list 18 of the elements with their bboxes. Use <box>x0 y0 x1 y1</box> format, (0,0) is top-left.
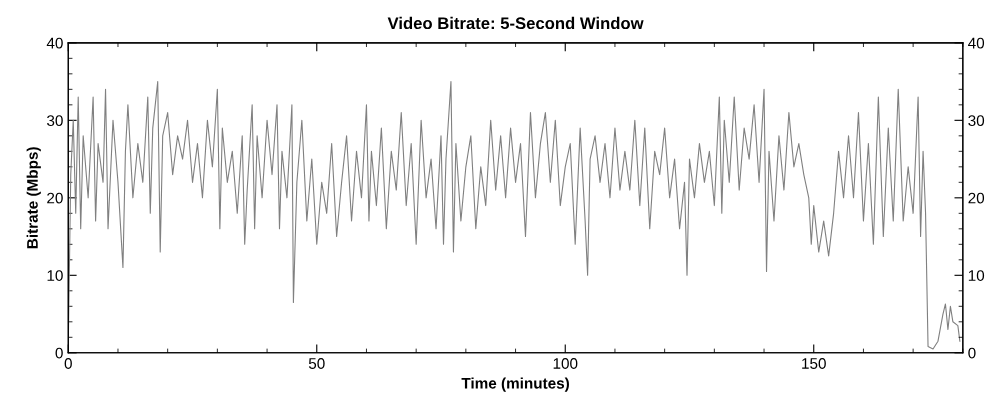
x-tick-label: 0 <box>64 358 72 369</box>
x-tick-label: 150 <box>802 358 826 369</box>
y-axis-title: Bitrate (Mbps) <box>26 147 41 249</box>
x-axis-title: Time (minutes) <box>461 377 569 392</box>
y-tick-label: 40 <box>46 37 63 49</box>
chart-title: Video Bitrate: 5-Second Window <box>387 16 644 30</box>
y-tick-label: 30 <box>47 115 63 127</box>
y2-tick-label: 10 <box>968 270 985 281</box>
y-tick-label: 20 <box>47 192 63 204</box>
y-tick-label: 0 <box>55 347 63 359</box>
x-tick-label: 50 <box>308 358 325 369</box>
x-tick-label: 100 <box>553 358 578 369</box>
y-tick-label: 10 <box>47 270 63 281</box>
y2-tick-label: 0 <box>968 347 976 359</box>
line-series <box>68 81 961 350</box>
y2-tick-label: 30 <box>968 115 985 127</box>
y2-tick-label: 20 <box>968 192 985 204</box>
y2-tick-label: 40 <box>968 37 985 49</box>
